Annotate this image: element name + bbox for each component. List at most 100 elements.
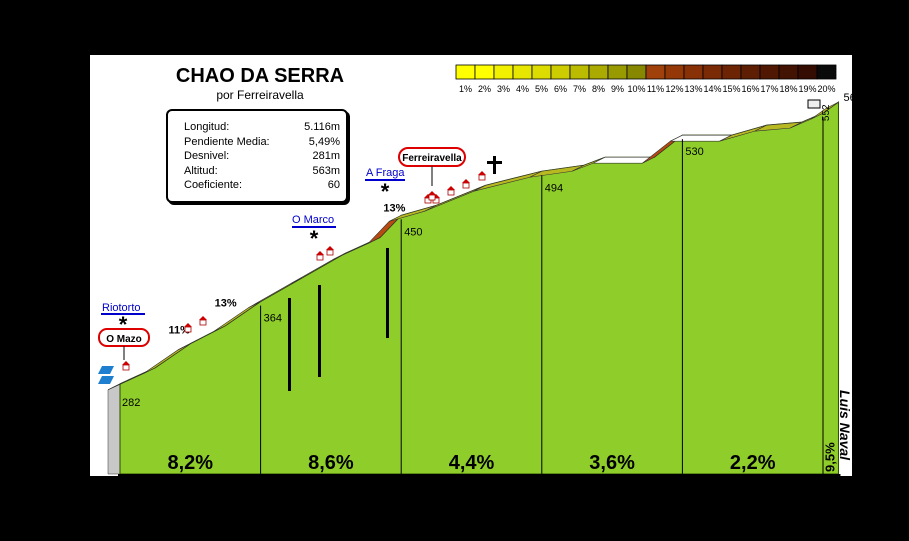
legend-swatch: [531, 64, 552, 80]
place-label-ferreiravella: Ferreiravella: [402, 153, 462, 164]
legend-swatch: [550, 64, 571, 80]
x-tick-label: 5,11: [841, 482, 865, 497]
altitude-label: 494: [545, 182, 563, 194]
info-box: Longitud: 5.116m Pendiente Media: 5,49% Desn…: [166, 109, 348, 203]
peak-grade-label: 13%: [215, 298, 237, 310]
legend-swatch: [721, 64, 742, 80]
altitude-label: 282: [122, 397, 140, 409]
roadside-post: [386, 248, 389, 338]
info-row: Coeficiente: 60: [184, 179, 340, 191]
x-tick-label: 0: [116, 482, 123, 497]
info-row: Longitud: 5.116m: [184, 121, 340, 133]
signature: Luis Naval: [837, 390, 853, 461]
house-icon: [199, 316, 207, 326]
y-tick-label: 200: [54, 459, 74, 473]
legend-label: 7%: [573, 84, 586, 94]
segment-grade-label: 8,2%: [168, 452, 214, 474]
legend-label: 5%: [535, 84, 548, 94]
legend-swatch: [664, 64, 685, 80]
chart-title: CHAO DA SERRA: [176, 65, 344, 87]
roadside-post: [288, 298, 291, 391]
altitude-label: 450: [404, 226, 422, 238]
baseline-strip: [118, 474, 841, 480]
legend-swatch: [778, 64, 799, 80]
legend-swatch: [474, 64, 495, 80]
info-row-label: Pendiente Media:: [184, 135, 270, 148]
place-label-riotorto: Riotorto: [102, 302, 141, 314]
legend-swatch: [702, 64, 723, 80]
road-sign-icon: [98, 376, 114, 384]
legend-label: 6%: [554, 84, 567, 94]
house-icon: [447, 186, 455, 196]
segment-grade-label: 2,2%: [730, 452, 776, 474]
place-marker-icon: *: [381, 179, 390, 204]
info-row: Desnivel: 281m: [184, 150, 340, 162]
legend-swatch: [645, 64, 666, 80]
legend-swatch: [512, 64, 533, 80]
chart-subtitle: por Ferreiravella: [216, 88, 304, 102]
legend-label: 20%: [817, 84, 835, 94]
house-icon: [326, 246, 334, 256]
legend-label: 3%: [497, 84, 510, 94]
info-row-label: Altitud:: [184, 164, 218, 177]
place-label-a-fraga: A Fraga: [366, 167, 405, 179]
info-row-label: Desnivel:: [184, 150, 230, 162]
y-tick-label: 400: [54, 259, 74, 273]
legend-swatch: [607, 64, 628, 80]
altitude-label: 552: [821, 104, 832, 121]
y-tick-label: 600: [54, 58, 74, 72]
legend-label: 1%: [459, 84, 472, 94]
legend-swatch: [493, 64, 514, 80]
x-tick-label: 2: [398, 482, 405, 497]
x-tick-label: 4: [679, 482, 686, 497]
road-sign-icon: [98, 366, 114, 374]
place-marker-icon: *: [310, 226, 319, 251]
legend-label: 12%: [665, 84, 683, 94]
legend-label: 18%: [779, 84, 797, 94]
house-icon: [122, 361, 130, 371]
legend-swatch: [797, 64, 818, 80]
altitude-label: 530: [685, 146, 703, 158]
house-icon: [316, 251, 324, 261]
legend-label: 2%: [478, 84, 491, 94]
y-axis-bar: [80, 162, 84, 468]
legend-label: 8%: [592, 84, 605, 94]
altitude-label: 563: [843, 92, 861, 104]
legend-label: 17%: [760, 84, 778, 94]
info-row: Altitud: 563m: [184, 165, 340, 177]
x-tick-label: 3: [538, 482, 545, 497]
legend-swatch: [683, 64, 704, 80]
info-row-value: 281m: [312, 150, 340, 162]
segment-grade-label: 4,4%: [449, 452, 495, 474]
house-icon: [428, 191, 436, 201]
legend-swatch: [455, 64, 476, 80]
segment-grade-label: 3,6%: [589, 452, 635, 474]
legend-label: 4%: [516, 84, 529, 94]
place-marker-icon: *: [119, 312, 128, 337]
altitude-label: 364: [264, 313, 282, 325]
legend-swatch: [740, 64, 761, 80]
info-row-value: 5.116m: [304, 121, 340, 133]
y-tick-label: 500: [54, 158, 74, 172]
house-icon: [478, 171, 486, 181]
x-tick-label: 1: [257, 482, 264, 497]
church-cross-bar: [487, 161, 502, 164]
house-icon: [462, 179, 470, 189]
place-label-o-mazo: O Mazo: [106, 334, 142, 345]
x-tick-label: 5: [819, 482, 826, 497]
profile-side-wall: [107, 383, 121, 475]
legend-label: 13%: [684, 84, 702, 94]
info-row: Pendiente Media: 5,49%: [184, 136, 340, 148]
info-row-value: 563m: [312, 164, 340, 177]
legend-label: 19%: [798, 84, 816, 94]
peak-grade-label: 13%: [383, 202, 405, 214]
segment-grade-label: 8,6%: [308, 452, 354, 474]
segment-grade-label: 9,5%: [823, 442, 838, 472]
legend-swatch: [626, 64, 647, 80]
summit-sign-icon: [807, 99, 821, 109]
church-cross-icon: [493, 156, 496, 174]
roadside-post: [318, 285, 321, 377]
legend-label: 11%: [647, 84, 664, 94]
place-label-o-marco: O Marco: [292, 214, 334, 226]
